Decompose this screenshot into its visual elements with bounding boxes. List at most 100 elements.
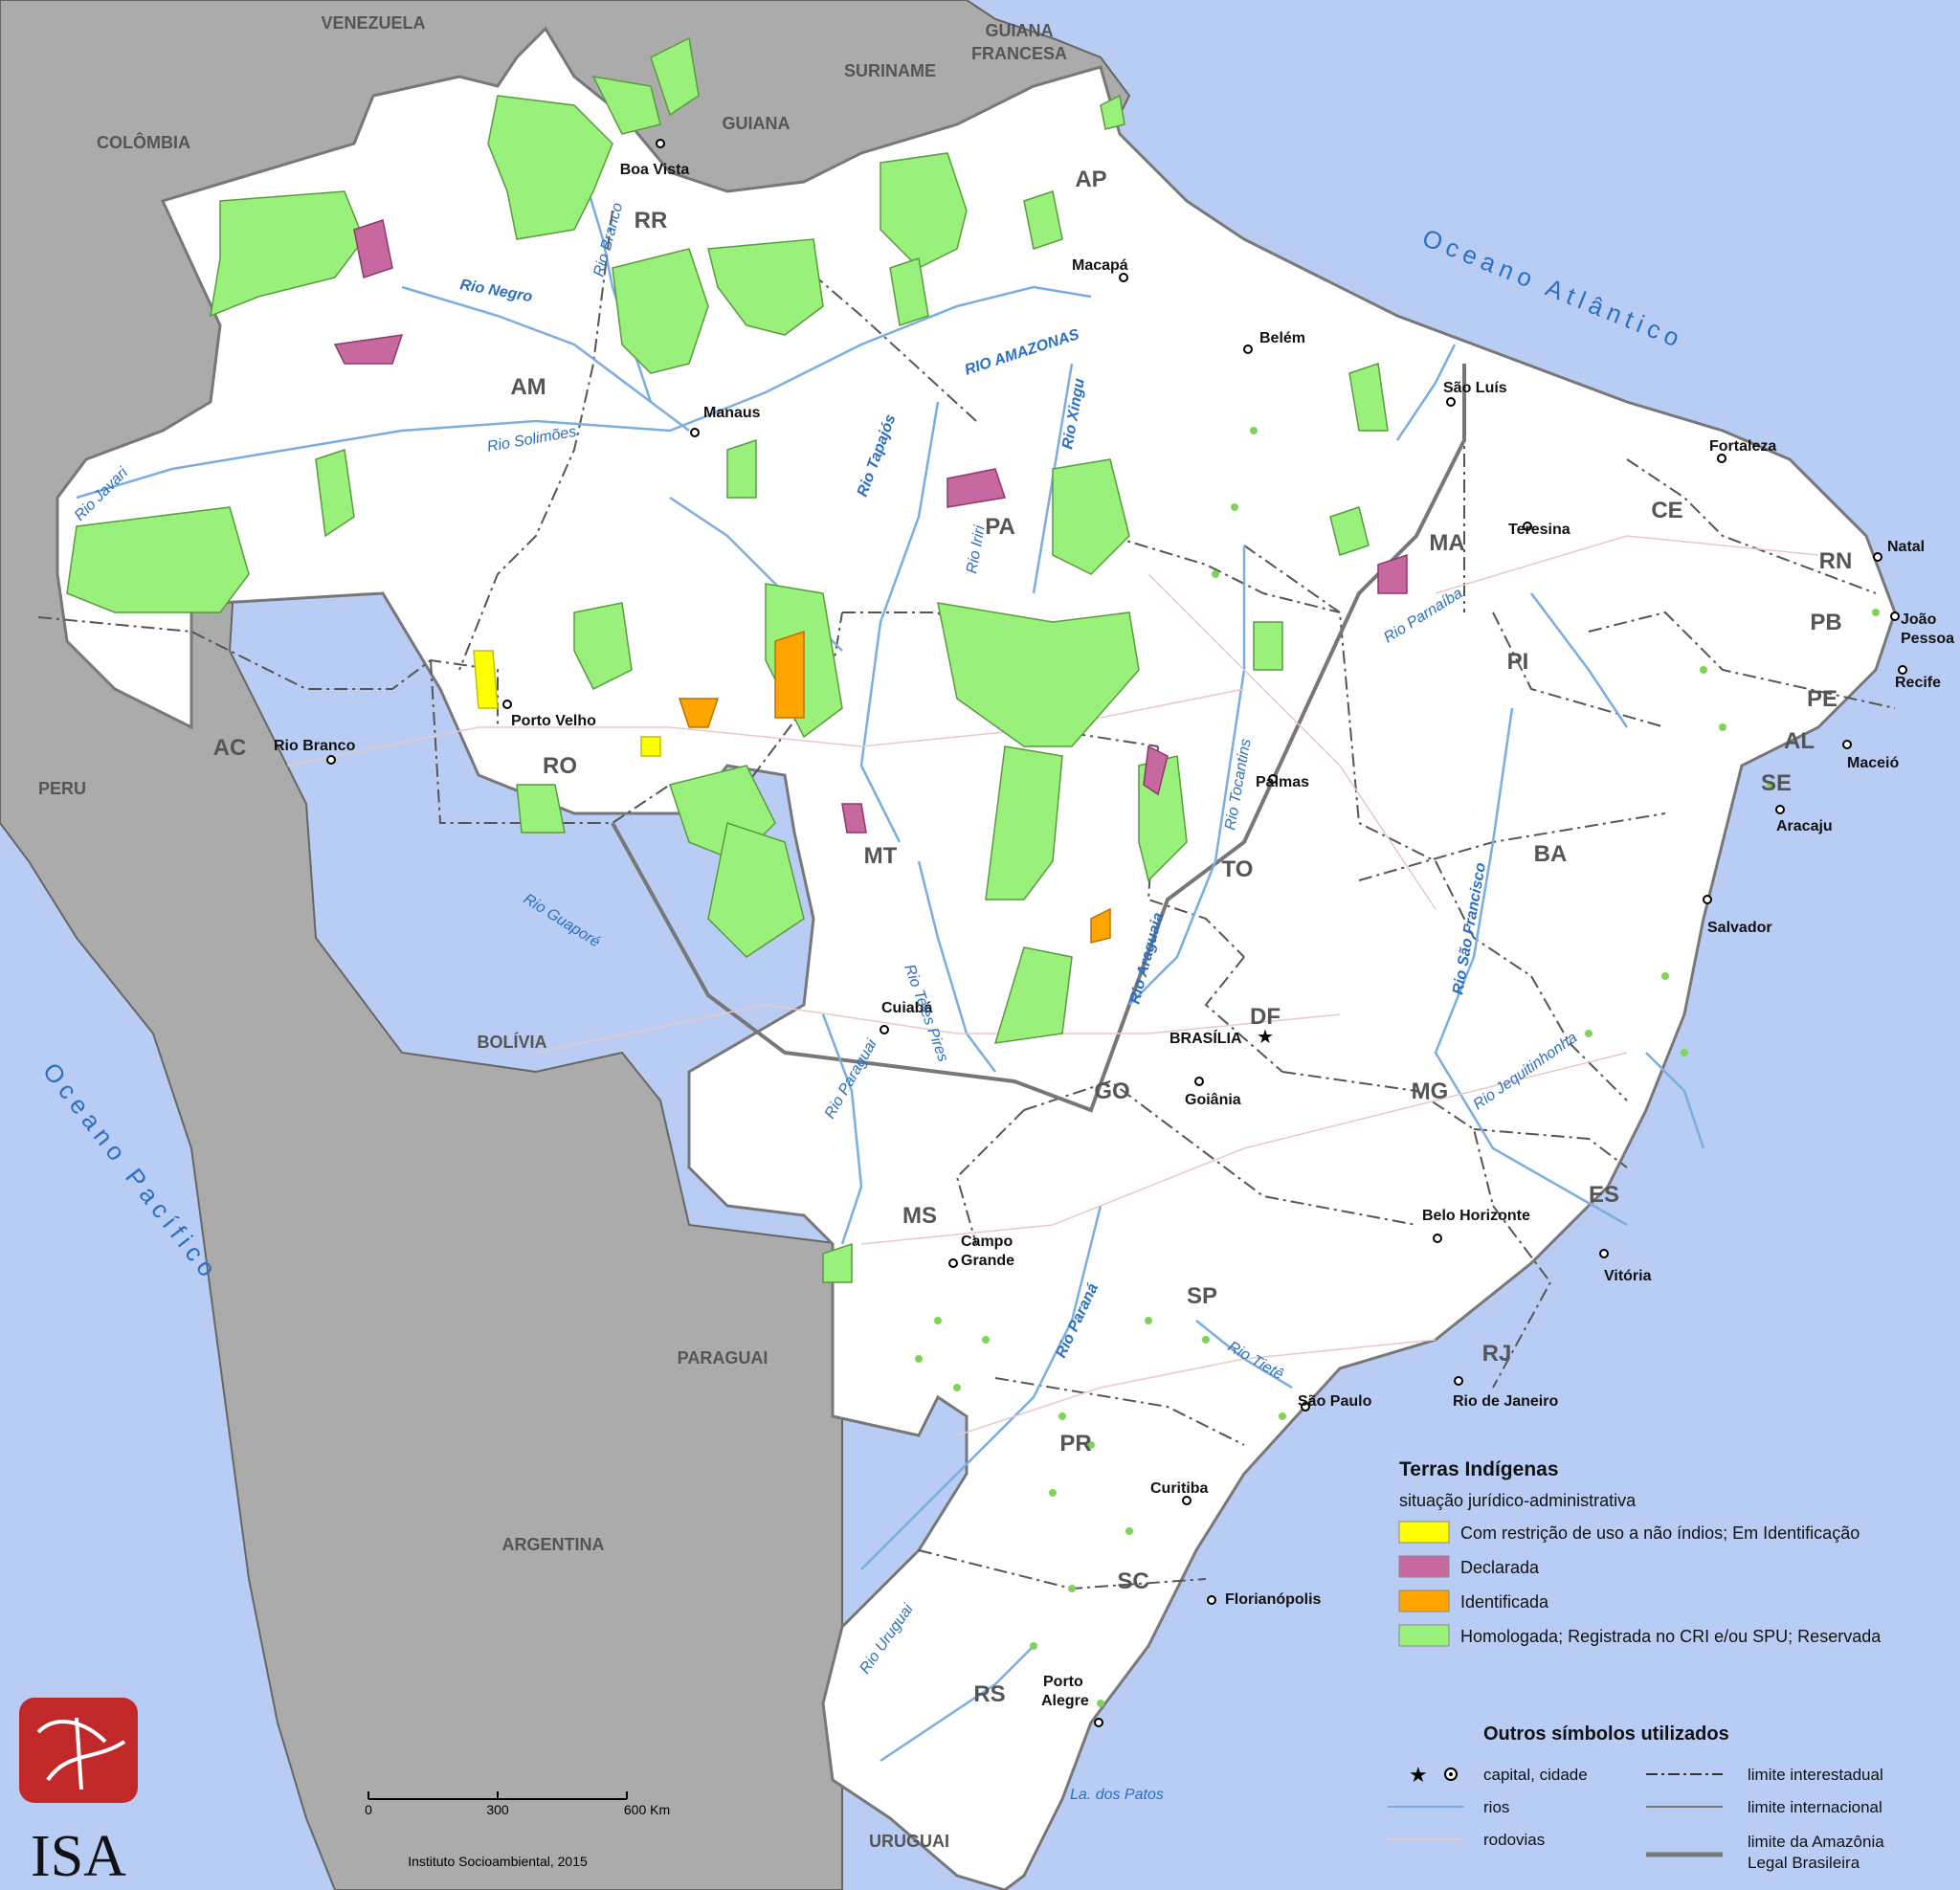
state-label: MG bbox=[1412, 1078, 1449, 1104]
state-label: PR bbox=[1059, 1431, 1091, 1456]
city-label: Curitiba bbox=[1150, 1480, 1209, 1497]
state-label: AC bbox=[213, 735, 247, 761]
state-label: PE bbox=[1807, 686, 1838, 712]
legend-title: Terras Indígenas bbox=[1399, 1458, 1559, 1480]
state-label: CE bbox=[1651, 498, 1682, 523]
scale-tick-0: 0 bbox=[365, 1802, 372, 1817]
city-label: BRASÍLIA bbox=[1169, 1029, 1242, 1047]
city-label: Rio de Janeiro bbox=[1453, 1393, 1558, 1410]
amazonia-legal-limit bbox=[611, 364, 1466, 1113]
city-label: Belo Horizonte bbox=[1422, 1208, 1530, 1224]
city-markers bbox=[326, 139, 1907, 1727]
brasilia-star-icon: ★ bbox=[1257, 1027, 1274, 1048]
lands-restricao bbox=[473, 650, 661, 757]
country-label-venezuela: VENEZUELA bbox=[321, 13, 425, 33]
legend-interestadual-label: limite interestadual bbox=[1748, 1766, 1883, 1784]
city-label: Salvador bbox=[1707, 920, 1772, 936]
legend-amazonia-label-2: Legal Brasileira bbox=[1748, 1854, 1860, 1872]
country-label-paraguai: PARAGUAI bbox=[678, 1348, 768, 1367]
country-label-bolivia: BOLÍVIA bbox=[477, 1032, 546, 1052]
state-label: RS bbox=[973, 1681, 1005, 1707]
scale-tick-600: 600 Km bbox=[624, 1802, 670, 1817]
country-label-peru: PERU bbox=[38, 779, 86, 798]
state-label: ES bbox=[1589, 1182, 1619, 1208]
city-label: Macapá bbox=[1072, 257, 1128, 274]
city-label: Boa Vista bbox=[620, 162, 690, 178]
legend-item-label: Homologada; Registrada no CRI e/ou SPU; … bbox=[1460, 1627, 1882, 1646]
roads bbox=[286, 535, 1819, 1436]
state-label: PI bbox=[1507, 649, 1529, 675]
scale-tick-300: 300 bbox=[486, 1802, 509, 1817]
legend-item-label: Com restrição de uso a não índios; Em Id… bbox=[1460, 1523, 1860, 1543]
state-label: GO bbox=[1094, 1078, 1129, 1104]
state-label: MS bbox=[902, 1203, 937, 1229]
small-lands-dots bbox=[915, 427, 1880, 1707]
country-label-uruguai: URUGUAI bbox=[869, 1832, 949, 1851]
city-label: Florianópolis bbox=[1225, 1591, 1322, 1608]
city-label: Teresina bbox=[1508, 522, 1570, 538]
state-label: PB bbox=[1810, 610, 1841, 635]
city-label: São Luís bbox=[1443, 380, 1507, 396]
state-label: BA bbox=[1534, 841, 1568, 867]
scale-bar: 0 300 600 Km Instituto Socioambiental, 2… bbox=[365, 1791, 670, 1869]
city-label: Campo bbox=[961, 1234, 1013, 1250]
legend-rodovias-label: rodovias bbox=[1483, 1831, 1545, 1849]
city-label: Recife bbox=[1895, 675, 1941, 691]
isa-logo: ISA bbox=[19, 1698, 138, 1889]
city-label: João bbox=[1901, 611, 1937, 628]
state-label: SP bbox=[1187, 1283, 1217, 1309]
city-label: São Paulo bbox=[1298, 1393, 1372, 1410]
lands-homologada bbox=[66, 36, 1389, 1283]
state-label: RJ bbox=[1482, 1341, 1512, 1367]
legend: Terras Indígenas situação jurídico-admin… bbox=[1388, 1458, 1884, 1872]
state-label: RN bbox=[1819, 548, 1853, 574]
lands-identificada bbox=[678, 630, 1111, 944]
state-label: AL bbox=[1784, 728, 1815, 754]
city-label: Goiânia bbox=[1185, 1092, 1241, 1108]
country-label-colombia: COLÔMBIA bbox=[97, 132, 190, 152]
legend-swatch-identificada bbox=[1398, 1590, 1450, 1612]
city-label: Rio Branco bbox=[274, 738, 356, 754]
state-label: PA bbox=[985, 514, 1015, 540]
legend-subtitle: situação jurídico-administrativa bbox=[1399, 1491, 1637, 1510]
state-label: AP bbox=[1075, 167, 1106, 192]
country-label-guiana-francesa-1: GUIANA bbox=[986, 21, 1054, 40]
country-label-argentina: ARGENTINA bbox=[502, 1535, 605, 1554]
city-label: Palmas bbox=[1256, 774, 1309, 790]
city-label: Pessoa bbox=[1901, 631, 1954, 647]
legend-swatch-homologada bbox=[1398, 1624, 1450, 1647]
city-label: Cuiabá bbox=[881, 1000, 932, 1016]
city-label: Vitória bbox=[1604, 1268, 1652, 1284]
city-label: Manaus bbox=[703, 405, 761, 421]
state-label: RR bbox=[635, 208, 668, 233]
legend-item-label: Declarada bbox=[1460, 1558, 1540, 1577]
country-label-guiana-francesa-2: FRANCESA bbox=[971, 44, 1067, 63]
legend-capital-label: capital, cidade bbox=[1483, 1766, 1588, 1784]
legend-other-title: Outros símbolos utilizados bbox=[1483, 1723, 1729, 1745]
city-label: Fortaleza bbox=[1709, 438, 1776, 455]
city-label: Porto bbox=[1043, 1674, 1083, 1690]
city-label: Natal bbox=[1887, 539, 1925, 555]
country-label-guiana: GUIANA bbox=[723, 114, 791, 133]
city-label: Maceió bbox=[1847, 755, 1899, 771]
state-label: MA bbox=[1429, 530, 1464, 556]
legend-swatch-restricao bbox=[1398, 1521, 1450, 1544]
legend-swatch-declarada bbox=[1398, 1555, 1450, 1578]
country-label-suriname: SURINAME bbox=[844, 61, 936, 80]
isa-logo-text: ISA bbox=[31, 1824, 126, 1889]
state-label: DF bbox=[1250, 1004, 1281, 1030]
lands-declarada bbox=[333, 219, 1408, 834]
state-label: AM bbox=[510, 374, 546, 400]
city-label: Grande bbox=[961, 1253, 1014, 1269]
city-label: Belém bbox=[1259, 330, 1305, 346]
state-label: TO bbox=[1222, 856, 1254, 882]
city-label: Alegre bbox=[1041, 1693, 1089, 1709]
capital-star-icon: ★ bbox=[1409, 1763, 1428, 1787]
legend-rios-label: rios bbox=[1483, 1798, 1509, 1816]
river-label: La. dos Patos bbox=[1070, 1787, 1164, 1803]
state-label: MT bbox=[864, 843, 898, 869]
state-label: SC bbox=[1117, 1568, 1148, 1594]
city-label: Aracaju bbox=[1776, 818, 1833, 834]
legend-amazonia-label-1: limite da Amazônia bbox=[1748, 1833, 1884, 1851]
